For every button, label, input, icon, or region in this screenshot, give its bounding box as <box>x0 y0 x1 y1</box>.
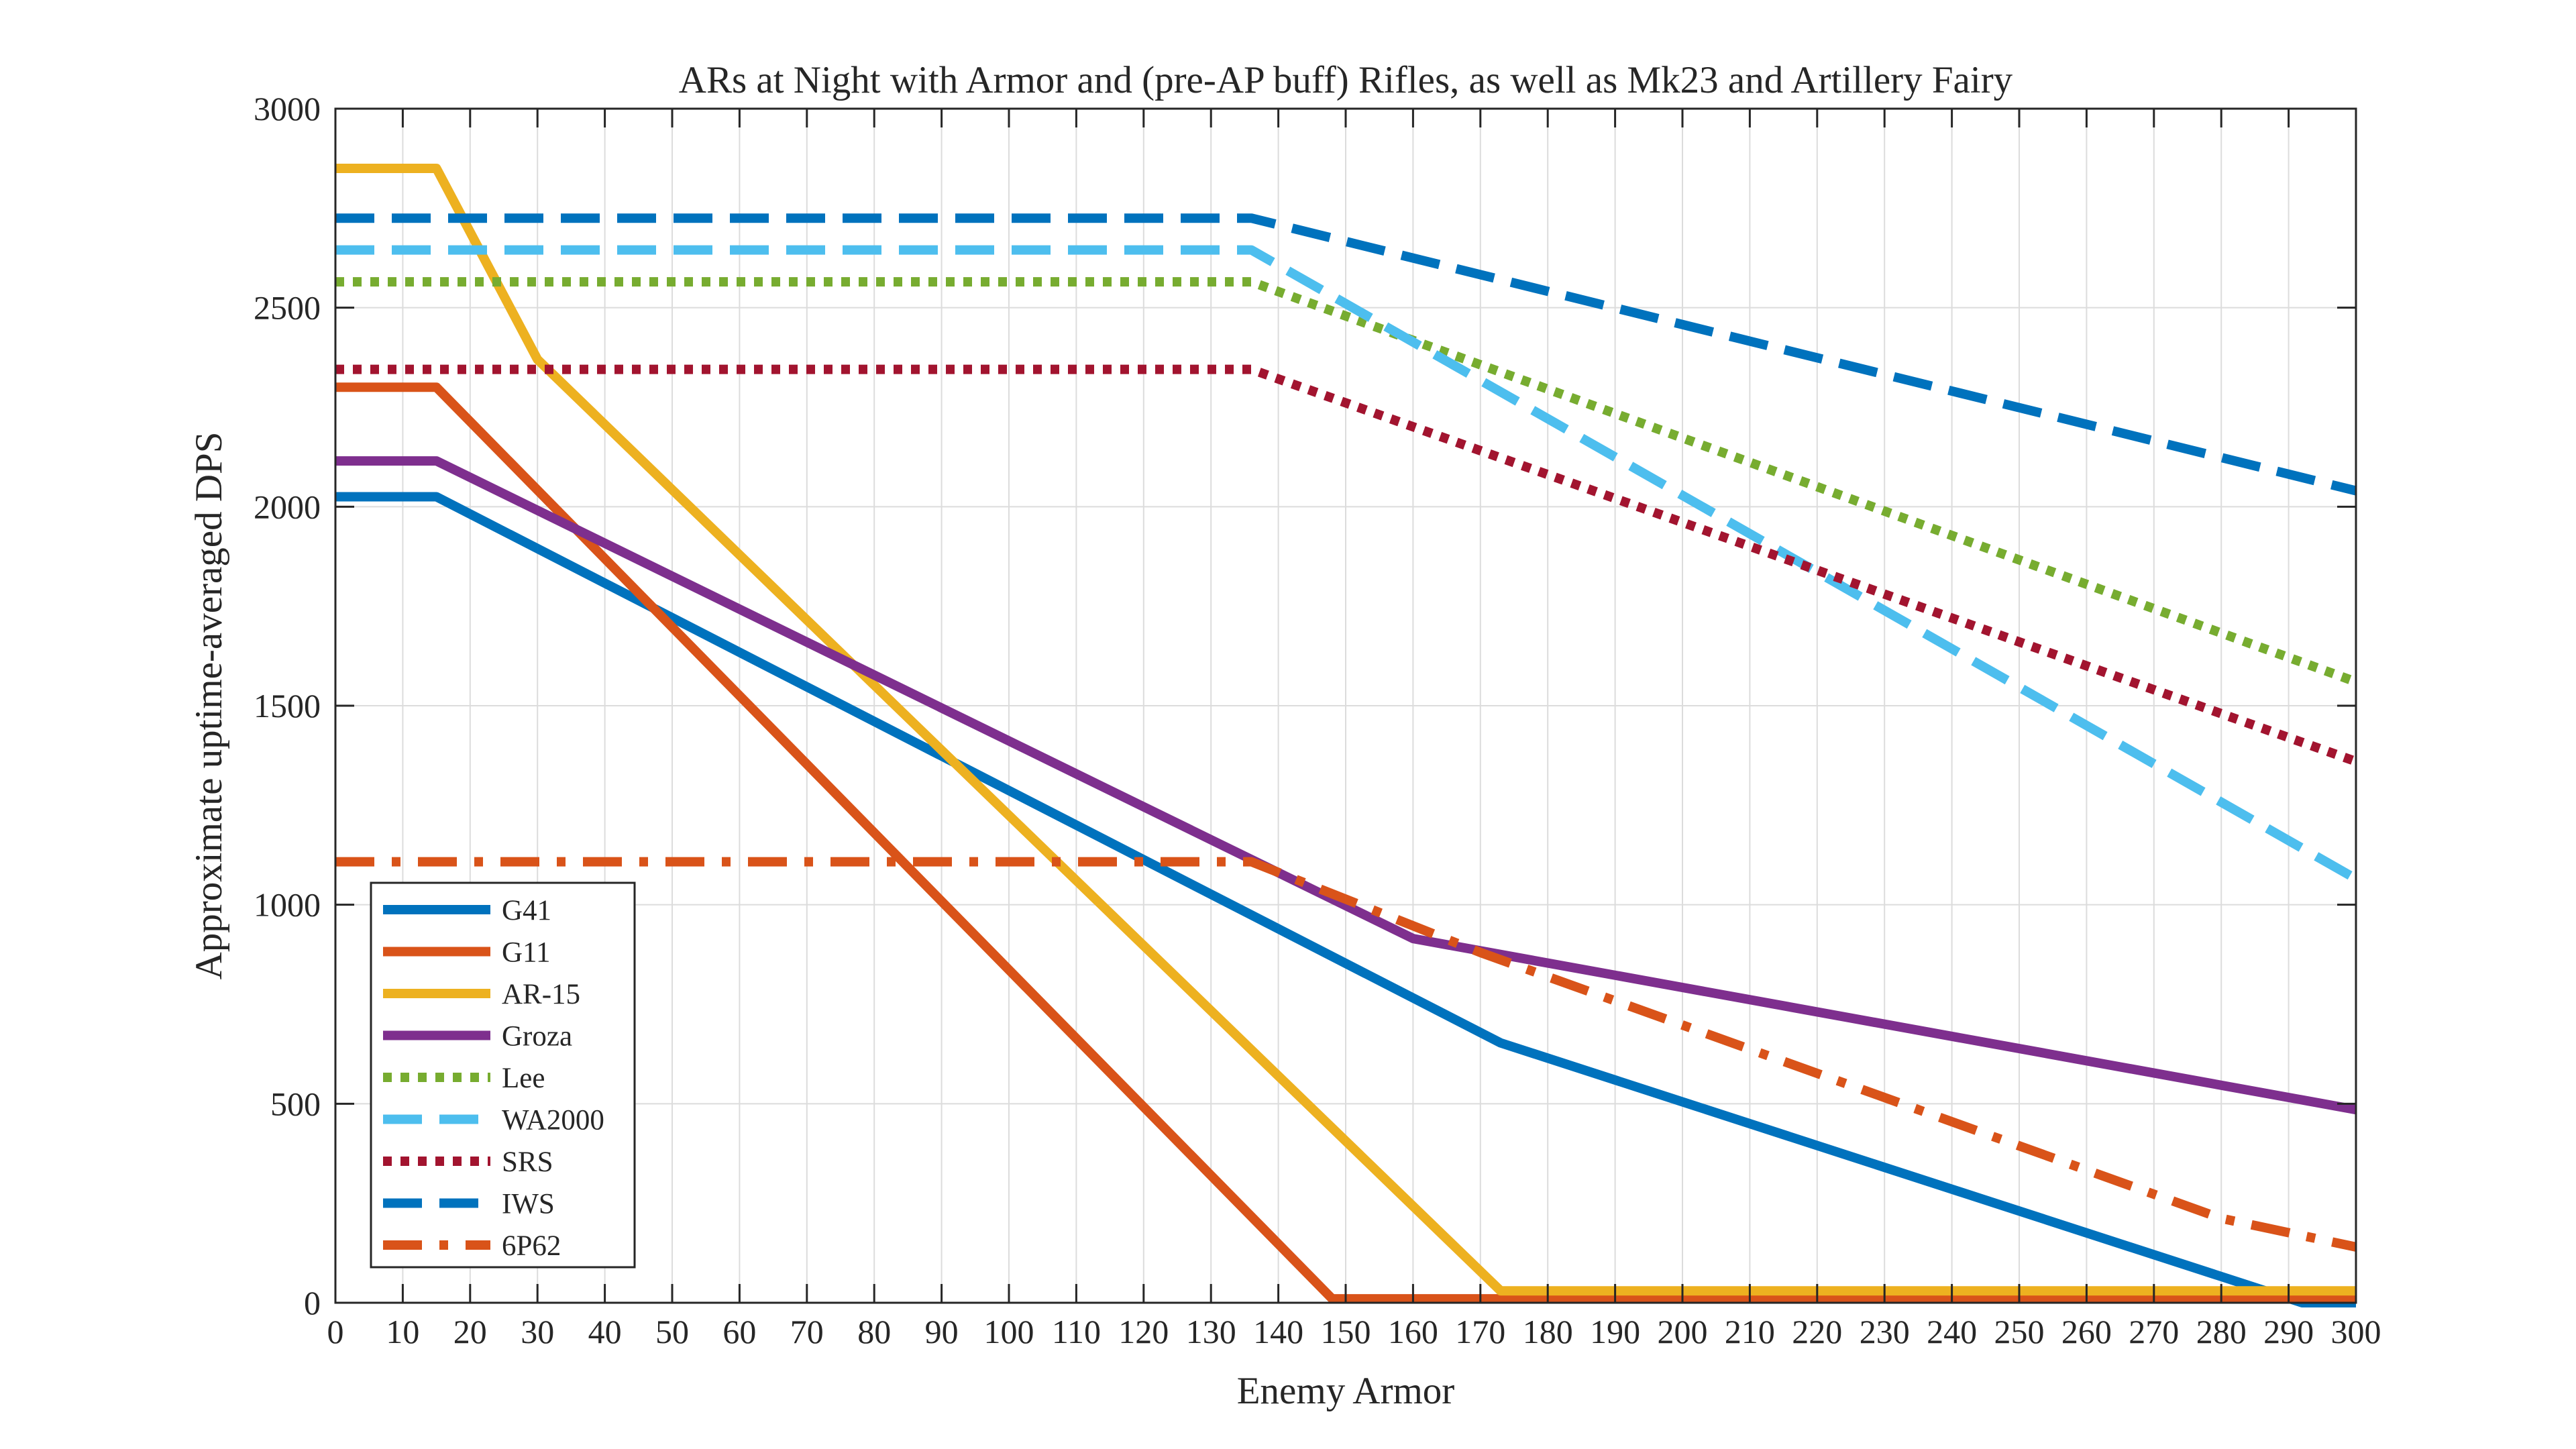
x-tick-label: 110 <box>1052 1313 1101 1350</box>
legend-label: G41 <box>502 895 551 926</box>
series-line-lee <box>335 277 2358 686</box>
y-tick-label: 1000 <box>254 886 321 924</box>
x-tick-label: 170 <box>1455 1313 1505 1350</box>
series-line-groza <box>335 456 2357 1115</box>
x-tick-label: 230 <box>1860 1313 1910 1350</box>
y-tick-label: 1500 <box>254 687 321 724</box>
x-tick-label: 120 <box>1118 1313 1169 1350</box>
series-line-6p62 <box>335 857 2357 1252</box>
y-tick-label: 500 <box>270 1085 321 1122</box>
series-line-wa2000 <box>335 245 2359 883</box>
y-tick-label: 3000 <box>254 90 321 127</box>
y-tick-label: 2000 <box>254 488 321 525</box>
x-tick-label: 200 <box>1658 1313 1708 1350</box>
x-tick-label: 100 <box>984 1313 1034 1350</box>
y-axis-label: Approximate uptime-averaged DPS <box>188 432 230 980</box>
series-line-g11 <box>335 382 2356 1304</box>
x-tick-label: 80 <box>857 1313 891 1350</box>
legend-label: Groza <box>502 1021 572 1053</box>
x-tick-label: 90 <box>925 1313 959 1350</box>
legend-label: Lee <box>502 1063 545 1094</box>
x-tick-label: 40 <box>588 1313 622 1350</box>
x-tick-label: 290 <box>2263 1313 2314 1350</box>
x-tick-label: 220 <box>1792 1313 1842 1350</box>
x-tick-label: 10 <box>386 1313 419 1350</box>
x-tick-label: 180 <box>1523 1313 1573 1350</box>
series-line-iws <box>335 213 2357 496</box>
x-tick-label: 190 <box>1590 1313 1640 1350</box>
legend-label: IWS <box>502 1189 555 1220</box>
x-tick-label: 250 <box>1994 1313 2045 1350</box>
series-line-ar-15 <box>335 164 2356 1296</box>
axis-ticks: 0 10 20 30 40 50 60 70 80 90 100 110 120 130 140 150 160… <box>254 90 2381 1350</box>
x-tick-label: 20 <box>453 1313 487 1350</box>
x-tick-label: 240 <box>1927 1313 1977 1350</box>
legend-label: G11 <box>502 937 550 969</box>
y-tick-label: 0 <box>304 1284 321 1322</box>
legend-label: SRS <box>502 1146 553 1178</box>
x-tick-label: 150 <box>1321 1313 1371 1350</box>
x-tick-label: 210 <box>1725 1313 1775 1350</box>
x-tick-label: 130 <box>1186 1313 1236 1350</box>
x-tick-label: 160 <box>1388 1313 1438 1350</box>
x-tick-label: 30 <box>521 1313 554 1350</box>
legend: G41 G11 AR-15 Groza Lee WA2000 SRS IWS 6P62 <box>370 881 636 1269</box>
series-line-srs <box>335 364 2358 766</box>
x-tick-label: 50 <box>655 1313 689 1350</box>
y-tick-label: 2500 <box>254 289 321 327</box>
chart-title: ARs at Night with Armor and (pre-AP buff… <box>679 59 2013 101</box>
x-tick-label: 280 <box>2196 1313 2247 1350</box>
legend-label: WA2000 <box>502 1105 604 1136</box>
x-tick-label: 140 <box>1253 1313 1303 1350</box>
legend-label: AR-15 <box>502 979 580 1010</box>
x-tick-label: 60 <box>722 1313 756 1350</box>
legend-label: 6P62 <box>502 1230 561 1262</box>
x-tick-label: 70 <box>790 1313 824 1350</box>
x-axis-label: Enemy Armor <box>1237 1370 1455 1412</box>
x-tick-label: 270 <box>2129 1313 2179 1350</box>
x-tick-label: 300 <box>2331 1313 2381 1350</box>
x-tick-label: 260 <box>2061 1313 2112 1350</box>
x-tick-label: 0 <box>327 1313 344 1350</box>
